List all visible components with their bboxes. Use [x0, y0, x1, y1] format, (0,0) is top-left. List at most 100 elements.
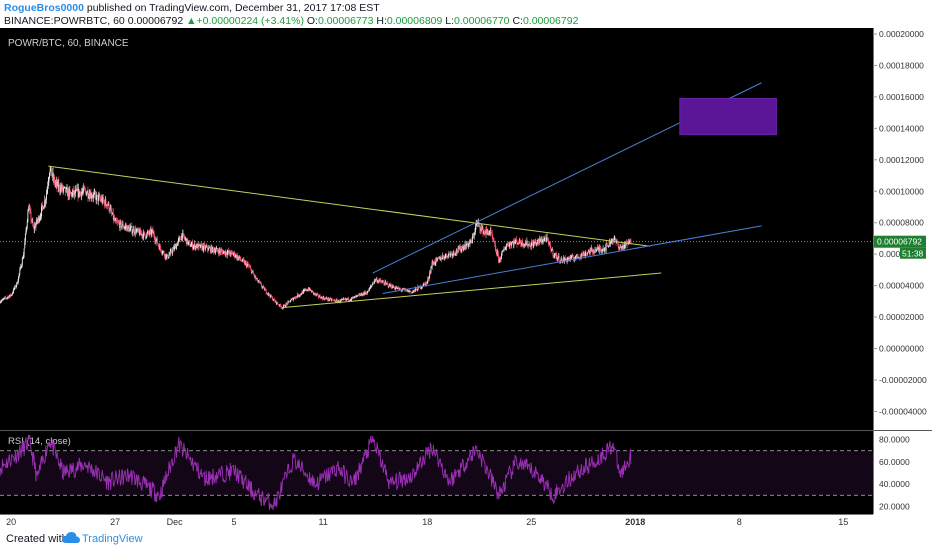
candle-body — [435, 258, 437, 264]
candle-body — [82, 190, 84, 192]
candle-body — [462, 247, 463, 248]
candle-body — [514, 241, 516, 244]
candle-body — [463, 247, 465, 250]
countdown-badge — [900, 247, 926, 259]
candle-body — [510, 243, 512, 246]
price-tick-label: 0.00002000 — [879, 312, 924, 322]
candle-body — [325, 297, 327, 299]
candle-body — [304, 289, 306, 291]
candle-body — [164, 254, 166, 257]
blue-trendline — [382, 225, 762, 294]
candle-body — [92, 196, 94, 198]
candle-body — [169, 254, 171, 255]
candle-body — [317, 294, 319, 297]
price-axis — [873, 28, 932, 514]
candle-body — [224, 251, 226, 255]
candle-body — [467, 244, 469, 247]
candle-body — [271, 296, 273, 298]
candle-body — [7, 296, 9, 298]
candle-body — [208, 247, 210, 251]
rsi-tick-label: 20.0000 — [879, 501, 910, 511]
candle-body — [531, 242, 533, 245]
yellow-trendline — [48, 165, 651, 247]
candle-body — [135, 230, 137, 234]
time-tick-label: 27 — [110, 517, 120, 527]
rsi-label: RSI (14, close) — [8, 436, 71, 447]
candle-body — [81, 191, 83, 193]
candle-body — [495, 248, 497, 252]
candle-body — [311, 290, 313, 293]
candle-body — [49, 169, 51, 173]
candle-body — [479, 224, 481, 230]
candle-body — [13, 288, 15, 290]
candle-body — [8, 296, 10, 298]
author-link[interactable]: RogueBros0000 — [4, 2, 84, 14]
candle-body — [122, 223, 124, 227]
candle-body — [585, 253, 587, 255]
candle-body — [423, 283, 424, 287]
candle-body — [185, 238, 187, 240]
candle-body — [275, 300, 277, 304]
candle-body — [427, 278, 429, 283]
candle-body — [335, 299, 337, 302]
open-label: O: — [306, 15, 318, 27]
candle-body — [452, 254, 454, 256]
candle-body — [322, 297, 324, 300]
candle-body — [429, 272, 431, 274]
candle-body — [197, 244, 198, 249]
candle-body — [332, 299, 334, 301]
candle-body — [483, 231, 485, 233]
candle-body — [124, 226, 126, 228]
candle-body — [74, 190, 76, 194]
candle-body — [247, 264, 249, 265]
candle-body — [345, 298, 346, 300]
candle-body — [343, 298, 345, 300]
candle-body — [18, 273, 20, 277]
candle-body — [12, 292, 14, 294]
candle-body — [533, 242, 535, 244]
candle-body — [223, 251, 225, 252]
candle-body — [499, 257, 501, 261]
candle-body — [178, 238, 180, 240]
candle-body — [597, 247, 598, 249]
candle-body — [237, 257, 239, 260]
candle-body — [50, 167, 52, 170]
candle-body — [201, 245, 203, 250]
candle-body — [280, 305, 282, 308]
candle-body — [480, 229, 481, 231]
candle-body — [202, 245, 204, 251]
candle-body — [579, 257, 580, 259]
candle-body — [253, 273, 255, 275]
candle-body — [553, 255, 555, 257]
candle-body — [189, 242, 191, 247]
candle-body — [65, 186, 67, 193]
drawings[interactable] — [48, 82, 777, 309]
candle-body — [276, 302, 278, 304]
candle-body — [6, 297, 8, 299]
price-chart[interactable]: POWR/BTC, 60, BINANCE 0.00020000 0.000180… — [0, 28, 932, 528]
candle-body — [414, 289, 416, 291]
candle-body — [602, 248, 604, 250]
candle-body — [140, 233, 142, 235]
candle-body — [23, 254, 24, 259]
candle-body — [80, 191, 81, 193]
candle-body — [461, 247, 463, 250]
candle-body — [514, 240, 515, 244]
candle-body — [468, 242, 470, 247]
candle-body — [108, 202, 110, 211]
candle-body — [103, 200, 105, 202]
candle-body — [393, 287, 395, 289]
candle-body — [299, 293, 301, 296]
candle-body — [36, 219, 38, 222]
candle-body — [10, 295, 12, 296]
candle-body — [460, 249, 462, 252]
tradingview-link[interactable]: TradingView — [82, 533, 143, 545]
candle-body — [302, 291, 304, 294]
candle-body — [297, 294, 299, 297]
candle-body — [110, 208, 112, 213]
candle-body — [143, 232, 145, 233]
candle-body — [352, 297, 354, 299]
candle-body — [215, 250, 216, 253]
candle-body — [520, 243, 522, 246]
candle-body — [396, 287, 398, 290]
